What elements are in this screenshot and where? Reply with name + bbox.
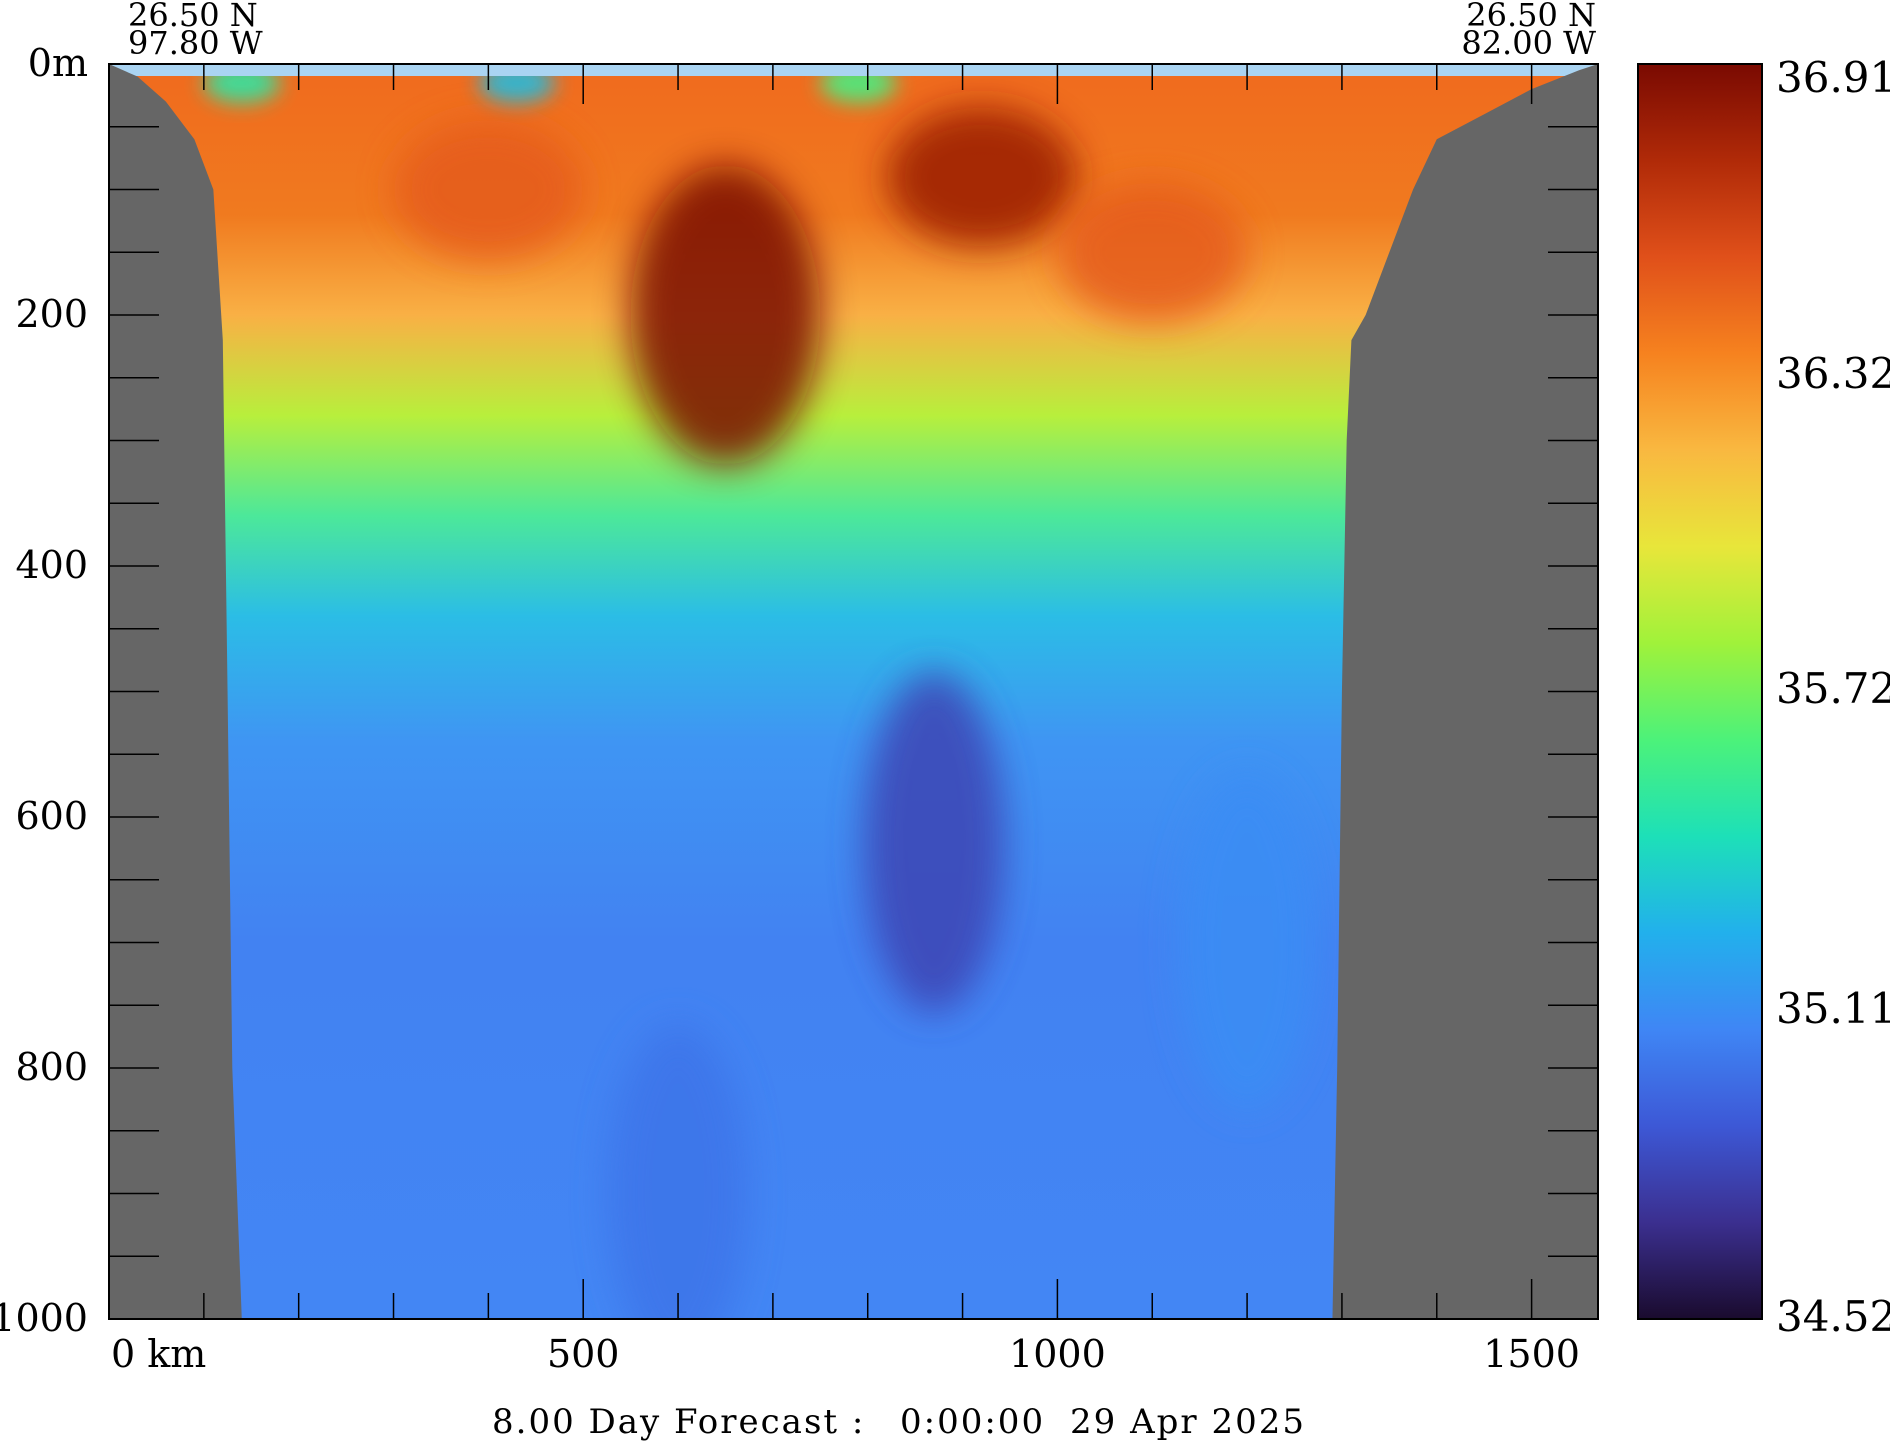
colorbar-tick-label: 36.32 xyxy=(1776,349,1890,398)
colorbar-tick-label: 35.72 xyxy=(1776,664,1890,713)
salinity-feature xyxy=(393,119,584,260)
bathymetry-right xyxy=(1332,64,1598,1319)
forecast-label: 8.00 Day Forecast : xyxy=(492,1402,865,1442)
colorbar-labels: 36.91 36.32 35.72 35.11 34.52 xyxy=(1776,53,1890,1341)
left-lon-label: 97.80 W xyxy=(128,24,263,62)
colorbar-tick-label: 34.52 xyxy=(1776,1292,1890,1341)
salinity-feature xyxy=(1177,772,1318,1113)
left-lat-label: 26.50 N xyxy=(128,0,258,34)
forecast-time: 0:00:00 xyxy=(900,1402,1045,1442)
y-tick-label: 800 xyxy=(15,1045,88,1089)
surface-band xyxy=(109,64,1598,76)
x-tick-label: 500 xyxy=(547,1332,620,1376)
salinity-feature xyxy=(630,165,821,465)
x-axis-ticks: 0 km 500 1000 1500 xyxy=(108,64,1580,1376)
y-tick-label: 200 xyxy=(15,292,88,336)
right-lon-label: 82.00 W xyxy=(1461,24,1596,62)
salinity-feature xyxy=(1057,182,1248,323)
section-plot-area xyxy=(109,64,1598,1319)
y-tick-label: 600 xyxy=(15,794,88,838)
y-tick-label: 400 xyxy=(15,543,88,587)
salinity-feature xyxy=(864,672,1005,1013)
salinity-feature xyxy=(886,106,1077,247)
right-lat-label: 26.50 N xyxy=(1466,0,1596,34)
x-tick-label: 1500 xyxy=(1483,1332,1580,1376)
colorbar-tick-label: 36.91 xyxy=(1776,53,1890,102)
x-tick-label: 1000 xyxy=(1009,1332,1106,1376)
forecast-date: 29 Apr 2025 xyxy=(1070,1402,1306,1442)
y-tick-label: 0m xyxy=(28,41,88,85)
colorbar xyxy=(1637,63,1763,1320)
y-tick-label: 1000 xyxy=(0,1296,88,1340)
y-axis-ticks: 0m 200 400 600 800 1000 xyxy=(0,41,1598,1340)
colorbar-tick-label: 35.11 xyxy=(1776,984,1890,1033)
x-tick-label: 0 km xyxy=(111,1332,206,1376)
salinity-feature xyxy=(608,1023,749,1319)
